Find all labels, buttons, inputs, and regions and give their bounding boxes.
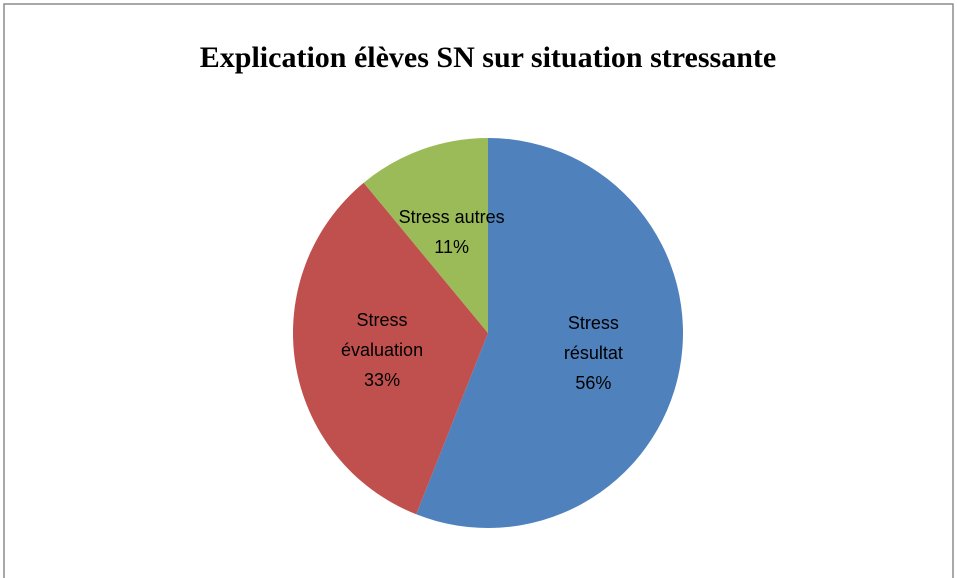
value-label: 11% xyxy=(434,237,469,258)
category-label: Stress autres xyxy=(398,207,505,228)
value-label: 56% xyxy=(575,373,612,394)
category-label: Stress résultat xyxy=(563,313,623,364)
slice-label-box: Stress évaluation 33% xyxy=(307,300,457,400)
pie-slice xyxy=(292,182,488,515)
slice-label: Stress évaluation 33% xyxy=(307,300,457,400)
slice-label-box: Stress résultat 56% xyxy=(518,303,668,403)
category-label: Stress évaluation xyxy=(341,309,424,360)
slice-label-box: Stress autres 11% xyxy=(377,182,527,282)
slice-label: Stress autres 11% xyxy=(377,182,527,282)
pie-slice xyxy=(416,138,684,528)
slice-label: Stress résultat 56% xyxy=(518,303,668,403)
pie-slice xyxy=(363,138,488,333)
value-label: 33% xyxy=(364,369,401,390)
chart-title: Explication élèves SN sur situation stre… xyxy=(200,41,776,74)
